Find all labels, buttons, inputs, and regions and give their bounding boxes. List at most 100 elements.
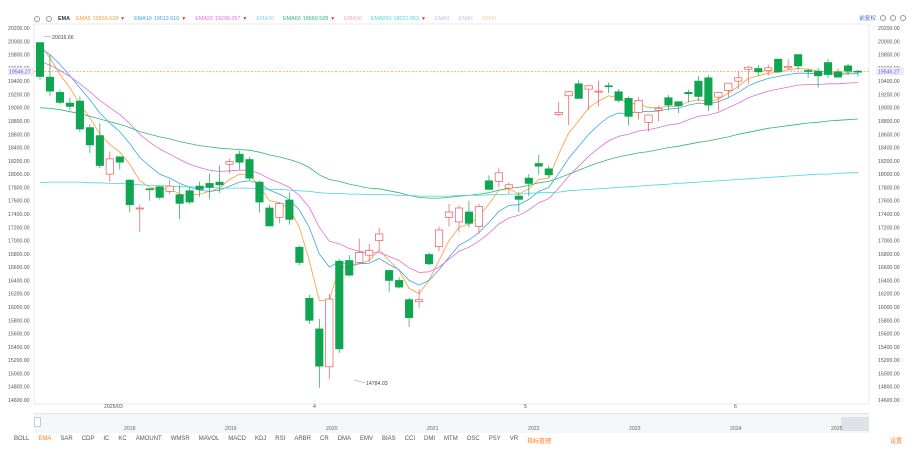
candle-body: [833, 71, 843, 78]
candle-body: [45, 76, 55, 92]
legend-item-ema10[interactable]: EMA10 19512.616 ▼: [134, 16, 186, 22]
ema-line-ema60: [39, 107, 859, 199]
y-tick-left: 17200.00: [8, 225, 30, 231]
candle-body: [285, 199, 294, 220]
candle-body: [305, 298, 314, 321]
tab-8[interactable]: MAVOL: [198, 436, 220, 442]
time-navigator[interactable]: 2018 2019 2020 2021 2022 2023 2024 2025: [34, 413, 869, 433]
plot-frame: [33, 23, 870, 405]
tab-12[interactable]: ARBR: [294, 436, 311, 442]
candle-body: [604, 85, 613, 88]
legend-dropdown-icon[interactable]: ▼: [242, 16, 248, 22]
tab-19[interactable]: MTM: [444, 436, 458, 442]
tab-4[interactable]: IC: [103, 436, 110, 442]
settings-link[interactable]: 设置: [889, 439, 902, 445]
tab-16[interactable]: BIAS: [382, 436, 396, 442]
legend-value: 19298.357: [214, 16, 241, 22]
indicator-legend: EMA EMA5 19550.628 ▼ EMA10 19512.616 ▼ EMA20…: [34, 14, 497, 24]
candle-body: [125, 179, 134, 206]
candle-body: [395, 280, 404, 288]
zoom-in-icon[interactable]: [900, 15, 906, 21]
candle-body: [255, 181, 264, 203]
legend-item-ema30[interactable]: EMA30: [256, 16, 274, 22]
navigator-year-label: 2018: [124, 426, 136, 432]
indicator-tabs: BOLL EMA SAR CDP IC KC AMOUNT WMSR MAVOL MACD KDJ R…: [14, 436, 560, 445]
candle-body: [524, 177, 533, 184]
candle-body: [694, 80, 703, 97]
navigator-year-label: 2020: [326, 426, 338, 432]
legend-item-ema60[interactable]: EMA60 18660.528 ▼: [283, 16, 335, 22]
legend-dropdown-icon[interactable]: ▼: [330, 16, 336, 22]
candle-body: [504, 184, 513, 189]
candle-body: [444, 211, 454, 218]
legend-item-ema1[interactable]: EMA1: [482, 16, 497, 22]
tab-11[interactable]: RSI: [275, 436, 286, 442]
navigator-year-label: 2025: [831, 426, 843, 432]
indicator-name[interactable]: EMA: [58, 16, 70, 22]
tab-6[interactable]: AMOUNT: [135, 436, 162, 442]
legend-dropdown-icon[interactable]: ▼: [120, 16, 126, 22]
candle-body: [614, 91, 623, 101]
zoom-out-icon[interactable]: [890, 15, 896, 21]
legend-dropdown-icon[interactable]: ▼: [181, 16, 187, 22]
legend-item-ema250[interactable]: EMA250 18021.053 ▼: [371, 16, 426, 22]
tab-9[interactable]: MACD: [228, 436, 246, 442]
tab-22[interactable]: VR: [509, 436, 519, 442]
legend-item-ema20[interactable]: EMA20 19298.357 ▼: [195, 16, 247, 22]
tab-21[interactable]: PSY: [488, 436, 501, 442]
tab-20[interactable]: OSC: [466, 436, 480, 442]
candle-body: [574, 83, 583, 99]
legend-item-ema5[interactable]: EMA5 19550.628 ▼: [76, 16, 125, 22]
candle-body: [95, 135, 104, 166]
candle-body: [634, 100, 643, 113]
y-tick-left: 14800.00: [8, 385, 30, 391]
navigator-left-handle[interactable]: [34, 417, 41, 427]
tab-2[interactable]: SAR: [60, 436, 73, 442]
tab-17[interactable]: CCI: [404, 436, 416, 442]
tab-1[interactable]: EMA: [38, 436, 52, 442]
tab-15[interactable]: EMV: [360, 436, 374, 442]
legend-item-ema90[interactable]: EMA90: [344, 16, 362, 22]
candle-body: [814, 70, 823, 77]
candle-body: [245, 159, 254, 179]
tab-18[interactable]: DMI: [424, 436, 436, 442]
visibility-icon[interactable]: [46, 16, 52, 22]
y-tick-left: 16800.00: [8, 252, 30, 258]
adjust-mode-button[interactable]: 前复权: [859, 16, 876, 22]
y-tick-right: 20200.00: [878, 26, 900, 32]
navigator-window[interactable]: [841, 417, 869, 431]
y-tick-left: 20000.00: [8, 39, 30, 45]
legend-dropdown-icon[interactable]: ▼: [421, 16, 426, 22]
reset-icon[interactable]: [880, 15, 886, 21]
candle-body: [624, 98, 633, 117]
tab-0[interactable]: BOLL: [14, 436, 30, 442]
tab-10[interactable]: KDJ: [254, 436, 267, 442]
y-tick-left: 16400.00: [8, 278, 30, 284]
y-tick-right: 19200.00: [878, 92, 900, 98]
candle-body: [734, 77, 743, 82]
candlestick-chart[interactable]: 20200.00 20200.00 20000.00 20000.00 19800.00…: [0, 0, 916, 412]
y-tick-left: 15600.00: [8, 332, 30, 338]
y-tick-right: 16000.00: [878, 305, 900, 311]
candle-body: [365, 250, 374, 256]
legend-item-ema1[interactable]: EMA1: [435, 16, 450, 22]
candle-body: [784, 66, 793, 69]
tab-14[interactable]: DMA: [337, 436, 351, 442]
tab-3[interactable]: CDP: [81, 436, 95, 442]
current-price-label-right: 19546.27: [878, 69, 900, 75]
settings-icon[interactable]: [34, 16, 40, 22]
y-tick-left: 14600.00: [8, 398, 30, 404]
candle-body: [424, 254, 434, 265]
tab-5[interactable]: KC: [118, 436, 127, 442]
legend-value: 18660.528: [302, 16, 329, 22]
candle-body: [235, 153, 244, 163]
tab-23[interactable]: 指标管理: [527, 439, 552, 445]
tab-7[interactable]: WMSR: [170, 436, 190, 442]
legend-item-ema1[interactable]: EMA1: [459, 16, 474, 22]
tab-13[interactable]: CR: [319, 436, 329, 442]
y-tick-left: 19400.00: [8, 79, 30, 85]
candle-body: [714, 92, 723, 98]
candle-body: [494, 172, 503, 182]
candle-body: [464, 211, 474, 224]
navigator-year-label: 2024: [730, 426, 742, 432]
